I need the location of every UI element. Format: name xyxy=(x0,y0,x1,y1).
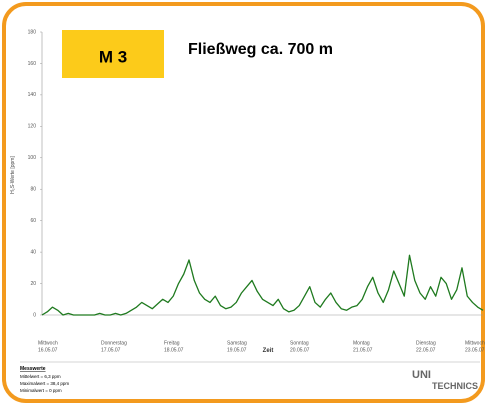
chart-title: Fließweg ca. 700 m xyxy=(188,41,333,58)
y-tick-label: 100 xyxy=(28,155,37,161)
stat: Minimalwert = 0 ppm xyxy=(20,388,62,393)
logo: TECHNICS xyxy=(432,381,478,391)
y-tick-label: 60 xyxy=(30,218,36,224)
x-tick-label: Freitag xyxy=(164,340,180,346)
y-tick-label: 40 xyxy=(30,249,36,255)
y-tick-label: 80 xyxy=(30,187,36,193)
stat: Mittelwert = 6,3 ppm xyxy=(20,374,61,379)
x-tick-label: Mittwoch xyxy=(38,340,58,346)
y-tick-label: 20 xyxy=(30,281,36,287)
x-tick-label: 21.05.07 xyxy=(353,347,373,353)
x-tick-label: Donnerstag xyxy=(101,340,127,346)
stat: Maximalwert = 38,4 ppm xyxy=(20,381,69,386)
x-tick-label: 17.05.07 xyxy=(101,347,121,353)
y-tick-label: 0 xyxy=(33,312,36,318)
x-tick-label: Mittwoch xyxy=(465,340,485,346)
logo: UNI xyxy=(412,369,431,381)
y-axis-label: H₂S-Werte [ppm] xyxy=(10,156,16,194)
x-tick-label: Samstag xyxy=(227,340,247,346)
x-tick-label: 16.05.07 xyxy=(38,347,58,353)
y-tick-label: 140 xyxy=(28,92,37,98)
x-tick-label: 20.05.07 xyxy=(290,347,310,353)
x-tick-label: Dienstag xyxy=(416,340,436,346)
data-line xyxy=(41,254,484,316)
badge-box xyxy=(62,30,164,78)
stats-title: Messwerte xyxy=(20,366,46,372)
x-tick-label: 22.05.07 xyxy=(416,347,436,353)
x-tick-label: Montag xyxy=(353,340,370,346)
x-tick-label: Sonntag xyxy=(290,340,309,346)
x-tick-label: 23.05.07 xyxy=(465,347,485,353)
badge: M 3 xyxy=(99,47,127,66)
y-tick-label: 160 xyxy=(28,61,37,67)
x-axis-label: Zeit xyxy=(263,348,274,354)
y-tick-label: 180 xyxy=(28,29,37,35)
y-tick-label: 120 xyxy=(28,124,37,130)
x-tick-label: 18.05.07 xyxy=(164,347,184,353)
x-tick-label: 19.05.07 xyxy=(227,347,247,353)
